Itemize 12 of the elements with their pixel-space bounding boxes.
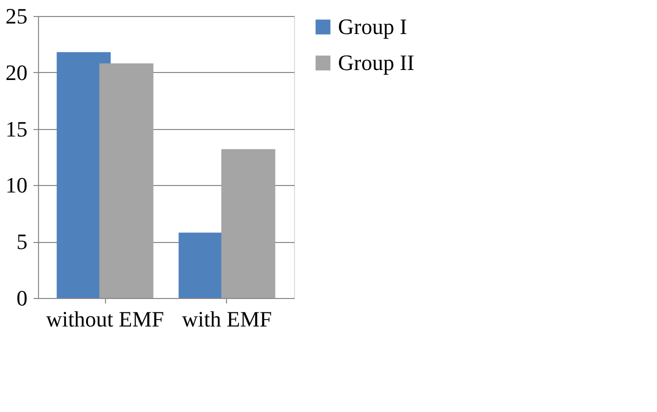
y-tick-label: 20 xyxy=(6,60,28,85)
x-tick-label: with EMF xyxy=(182,306,272,332)
x-tick-label: without EMF xyxy=(46,306,164,332)
y-tick-label: 5 xyxy=(16,229,28,254)
bar xyxy=(99,63,154,298)
y-tick-label: 25 xyxy=(6,4,28,28)
y-tick-label: 15 xyxy=(6,116,28,142)
bar xyxy=(221,149,276,298)
legend-label: Group I xyxy=(338,14,408,39)
legend-label: Group II xyxy=(338,50,414,75)
y-tick-label: 10 xyxy=(6,172,28,198)
y-tick-label: 0 xyxy=(16,286,28,310)
